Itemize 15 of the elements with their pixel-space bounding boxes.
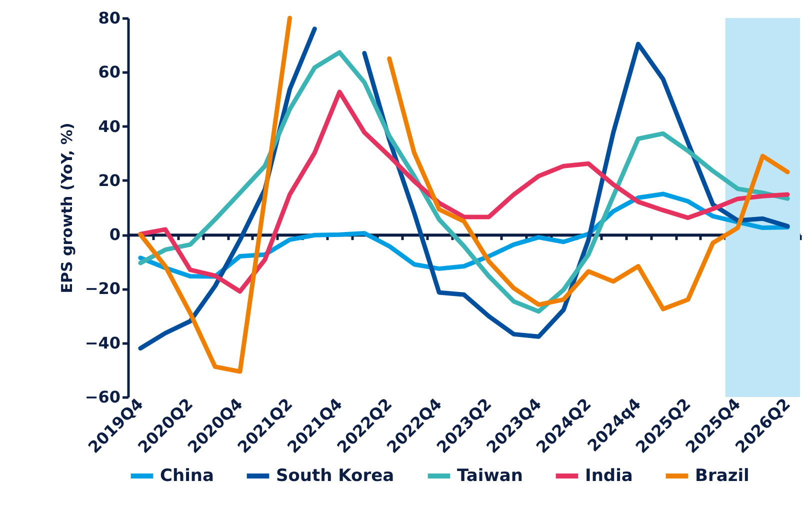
legend-label: Brazil (695, 466, 750, 486)
y-axis-title: EPS growth (YoY, %) (58, 122, 76, 294)
legend-label: India (585, 466, 633, 486)
y-tick-label: 60 (98, 62, 120, 82)
legend-label: South Korea (276, 466, 394, 486)
y-tick-label: −20 (84, 279, 120, 298)
y-tick-label: 40 (98, 116, 120, 136)
y-tick-label: 20 (98, 170, 120, 190)
line-series (138, 50, 790, 314)
legend-label: Taiwan (457, 466, 523, 486)
y-tick-label: −40 (84, 333, 120, 352)
y-tick-label: 80 (98, 8, 120, 28)
legend-label: China (160, 466, 214, 486)
line-series (138, 90, 790, 294)
y-tick-label: 0 (109, 225, 120, 244)
